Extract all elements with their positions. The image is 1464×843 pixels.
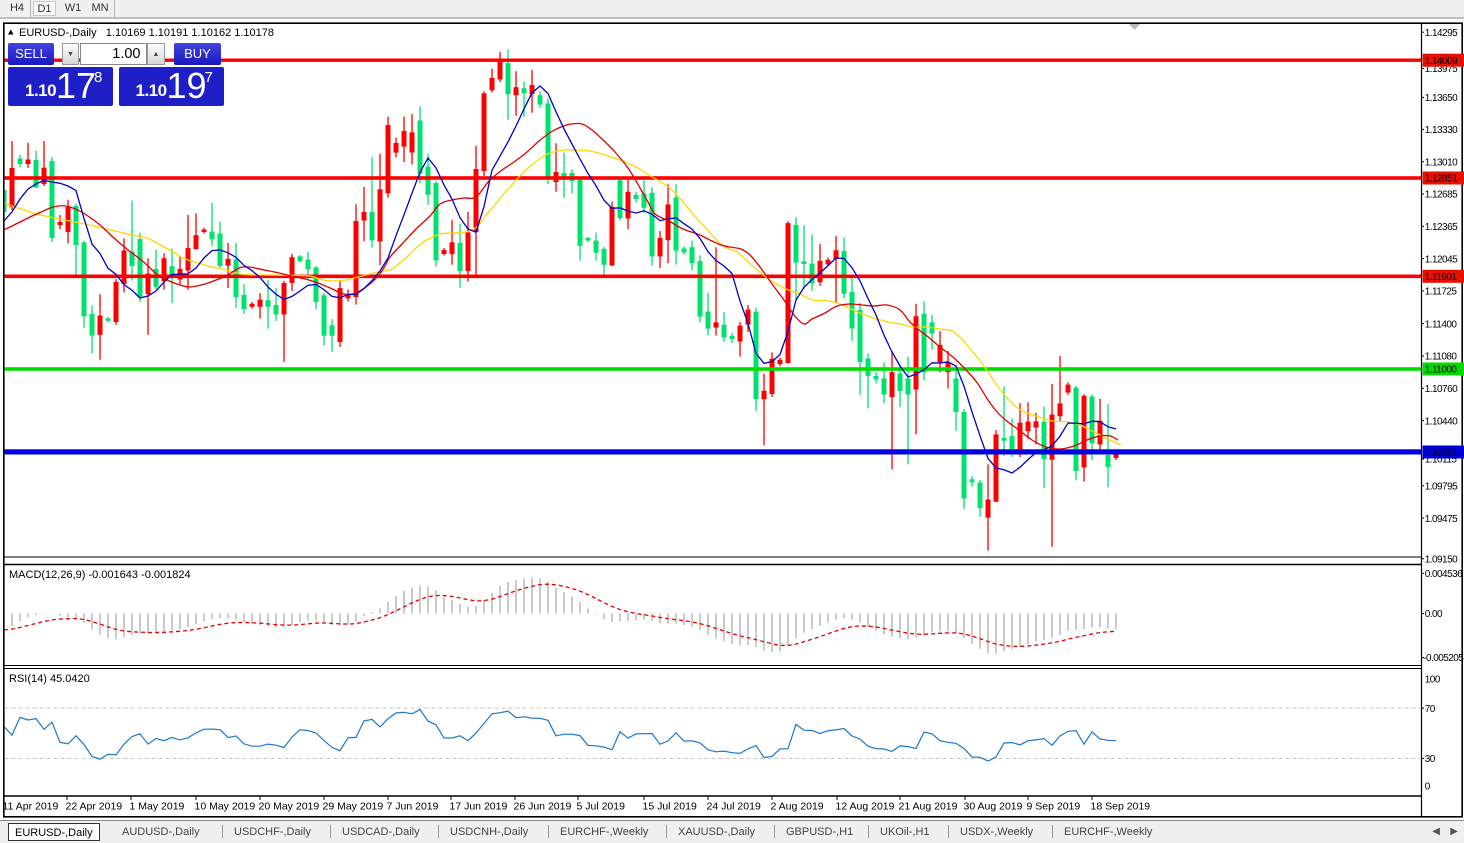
svg-text:17 Jun 2019: 17 Jun 2019 xyxy=(450,801,508,813)
svg-text:0: 0 xyxy=(1425,782,1431,793)
svg-text:1.10115: 1.10115 xyxy=(1425,455,1458,466)
svg-text:21 Aug 2019: 21 Aug 2019 xyxy=(899,801,958,813)
svg-text:1.14295: 1.14295 xyxy=(1425,28,1458,39)
svg-text:12 Aug 2019: 12 Aug 2019 xyxy=(836,801,895,813)
svg-text:0.00: 0.00 xyxy=(1425,609,1443,620)
svg-text:1.10201: 1.10201 xyxy=(1425,448,1458,459)
svg-text:20 May 2019: 20 May 2019 xyxy=(259,801,320,813)
svg-text:18 Sep 2019: 18 Sep 2019 xyxy=(1091,801,1151,813)
svg-text:1.10760: 1.10760 xyxy=(1425,384,1458,395)
svg-text:1.09795: 1.09795 xyxy=(1425,482,1458,493)
svg-text:30 Aug 2019: 30 Aug 2019 xyxy=(964,801,1023,813)
svg-text:5 Jul 2019: 5 Jul 2019 xyxy=(577,801,626,813)
svg-text:1.11901: 1.11901 xyxy=(1425,272,1458,283)
svg-text:1.12365: 1.12365 xyxy=(1425,222,1458,233)
svg-text:26 Jun 2019: 26 Jun 2019 xyxy=(514,801,572,813)
svg-text:100: 100 xyxy=(1425,675,1441,686)
svg-text:11 Apr 2019: 11 Apr 2019 xyxy=(3,801,59,813)
svg-text:29 May 2019: 29 May 2019 xyxy=(323,801,384,813)
svg-text:1.09150: 1.09150 xyxy=(1425,554,1458,565)
svg-text:1.13010: 1.13010 xyxy=(1425,157,1458,168)
svg-text:MACD(12,26,9) -0.001643 -0.001: MACD(12,26,9) -0.001643 -0.001824 xyxy=(9,569,191,581)
svg-text:9 Sep 2019: 9 Sep 2019 xyxy=(1027,801,1081,813)
svg-text:1.13650: 1.13650 xyxy=(1425,93,1458,104)
svg-text:22 Apr 2019: 22 Apr 2019 xyxy=(66,801,123,813)
svg-text:1.13975: 1.13975 xyxy=(1425,64,1458,75)
svg-text:24 Jul 2019: 24 Jul 2019 xyxy=(707,801,761,813)
svg-text:10 May 2019: 10 May 2019 xyxy=(195,801,256,813)
svg-text:EURUSD-,Daily 1.10169 1.1019: EURUSD-,Daily 1.10169 1.10191 1.10162 1.… xyxy=(19,27,274,39)
svg-text:15 Jul 2019: 15 Jul 2019 xyxy=(643,801,697,813)
svg-text:1.12045: 1.12045 xyxy=(1425,254,1458,265)
svg-text:1.12685: 1.12685 xyxy=(1425,190,1458,201)
svg-text:1.09475: 1.09475 xyxy=(1425,514,1458,525)
svg-text:70: 70 xyxy=(1425,704,1436,715)
svg-text:1 May 2019: 1 May 2019 xyxy=(130,801,185,813)
svg-text:7 Jun 2019: 7 Jun 2019 xyxy=(387,801,439,813)
svg-text:1.11725: 1.11725 xyxy=(1425,287,1458,298)
svg-text:30: 30 xyxy=(1425,754,1436,765)
svg-text:RSI(14) 45.0420: RSI(14) 45.0420 xyxy=(9,673,90,685)
svg-text:1.11400: 1.11400 xyxy=(1425,319,1458,330)
svg-text:1.13330: 1.13330 xyxy=(1425,125,1458,136)
svg-text:1.10440: 1.10440 xyxy=(1425,416,1458,427)
svg-text:1.11080: 1.11080 xyxy=(1425,352,1458,363)
svg-text:2 Aug 2019: 2 Aug 2019 xyxy=(771,801,824,813)
svg-text:1.12851: 1.12851 xyxy=(1425,174,1458,185)
svg-text:1.14009: 1.14009 xyxy=(1425,56,1458,67)
svg-text:-0.005205: -0.005205 xyxy=(1423,653,1464,664)
svg-text:1.11000: 1.11000 xyxy=(1425,365,1458,376)
svg-text:0.004536: 0.004536 xyxy=(1425,569,1463,580)
